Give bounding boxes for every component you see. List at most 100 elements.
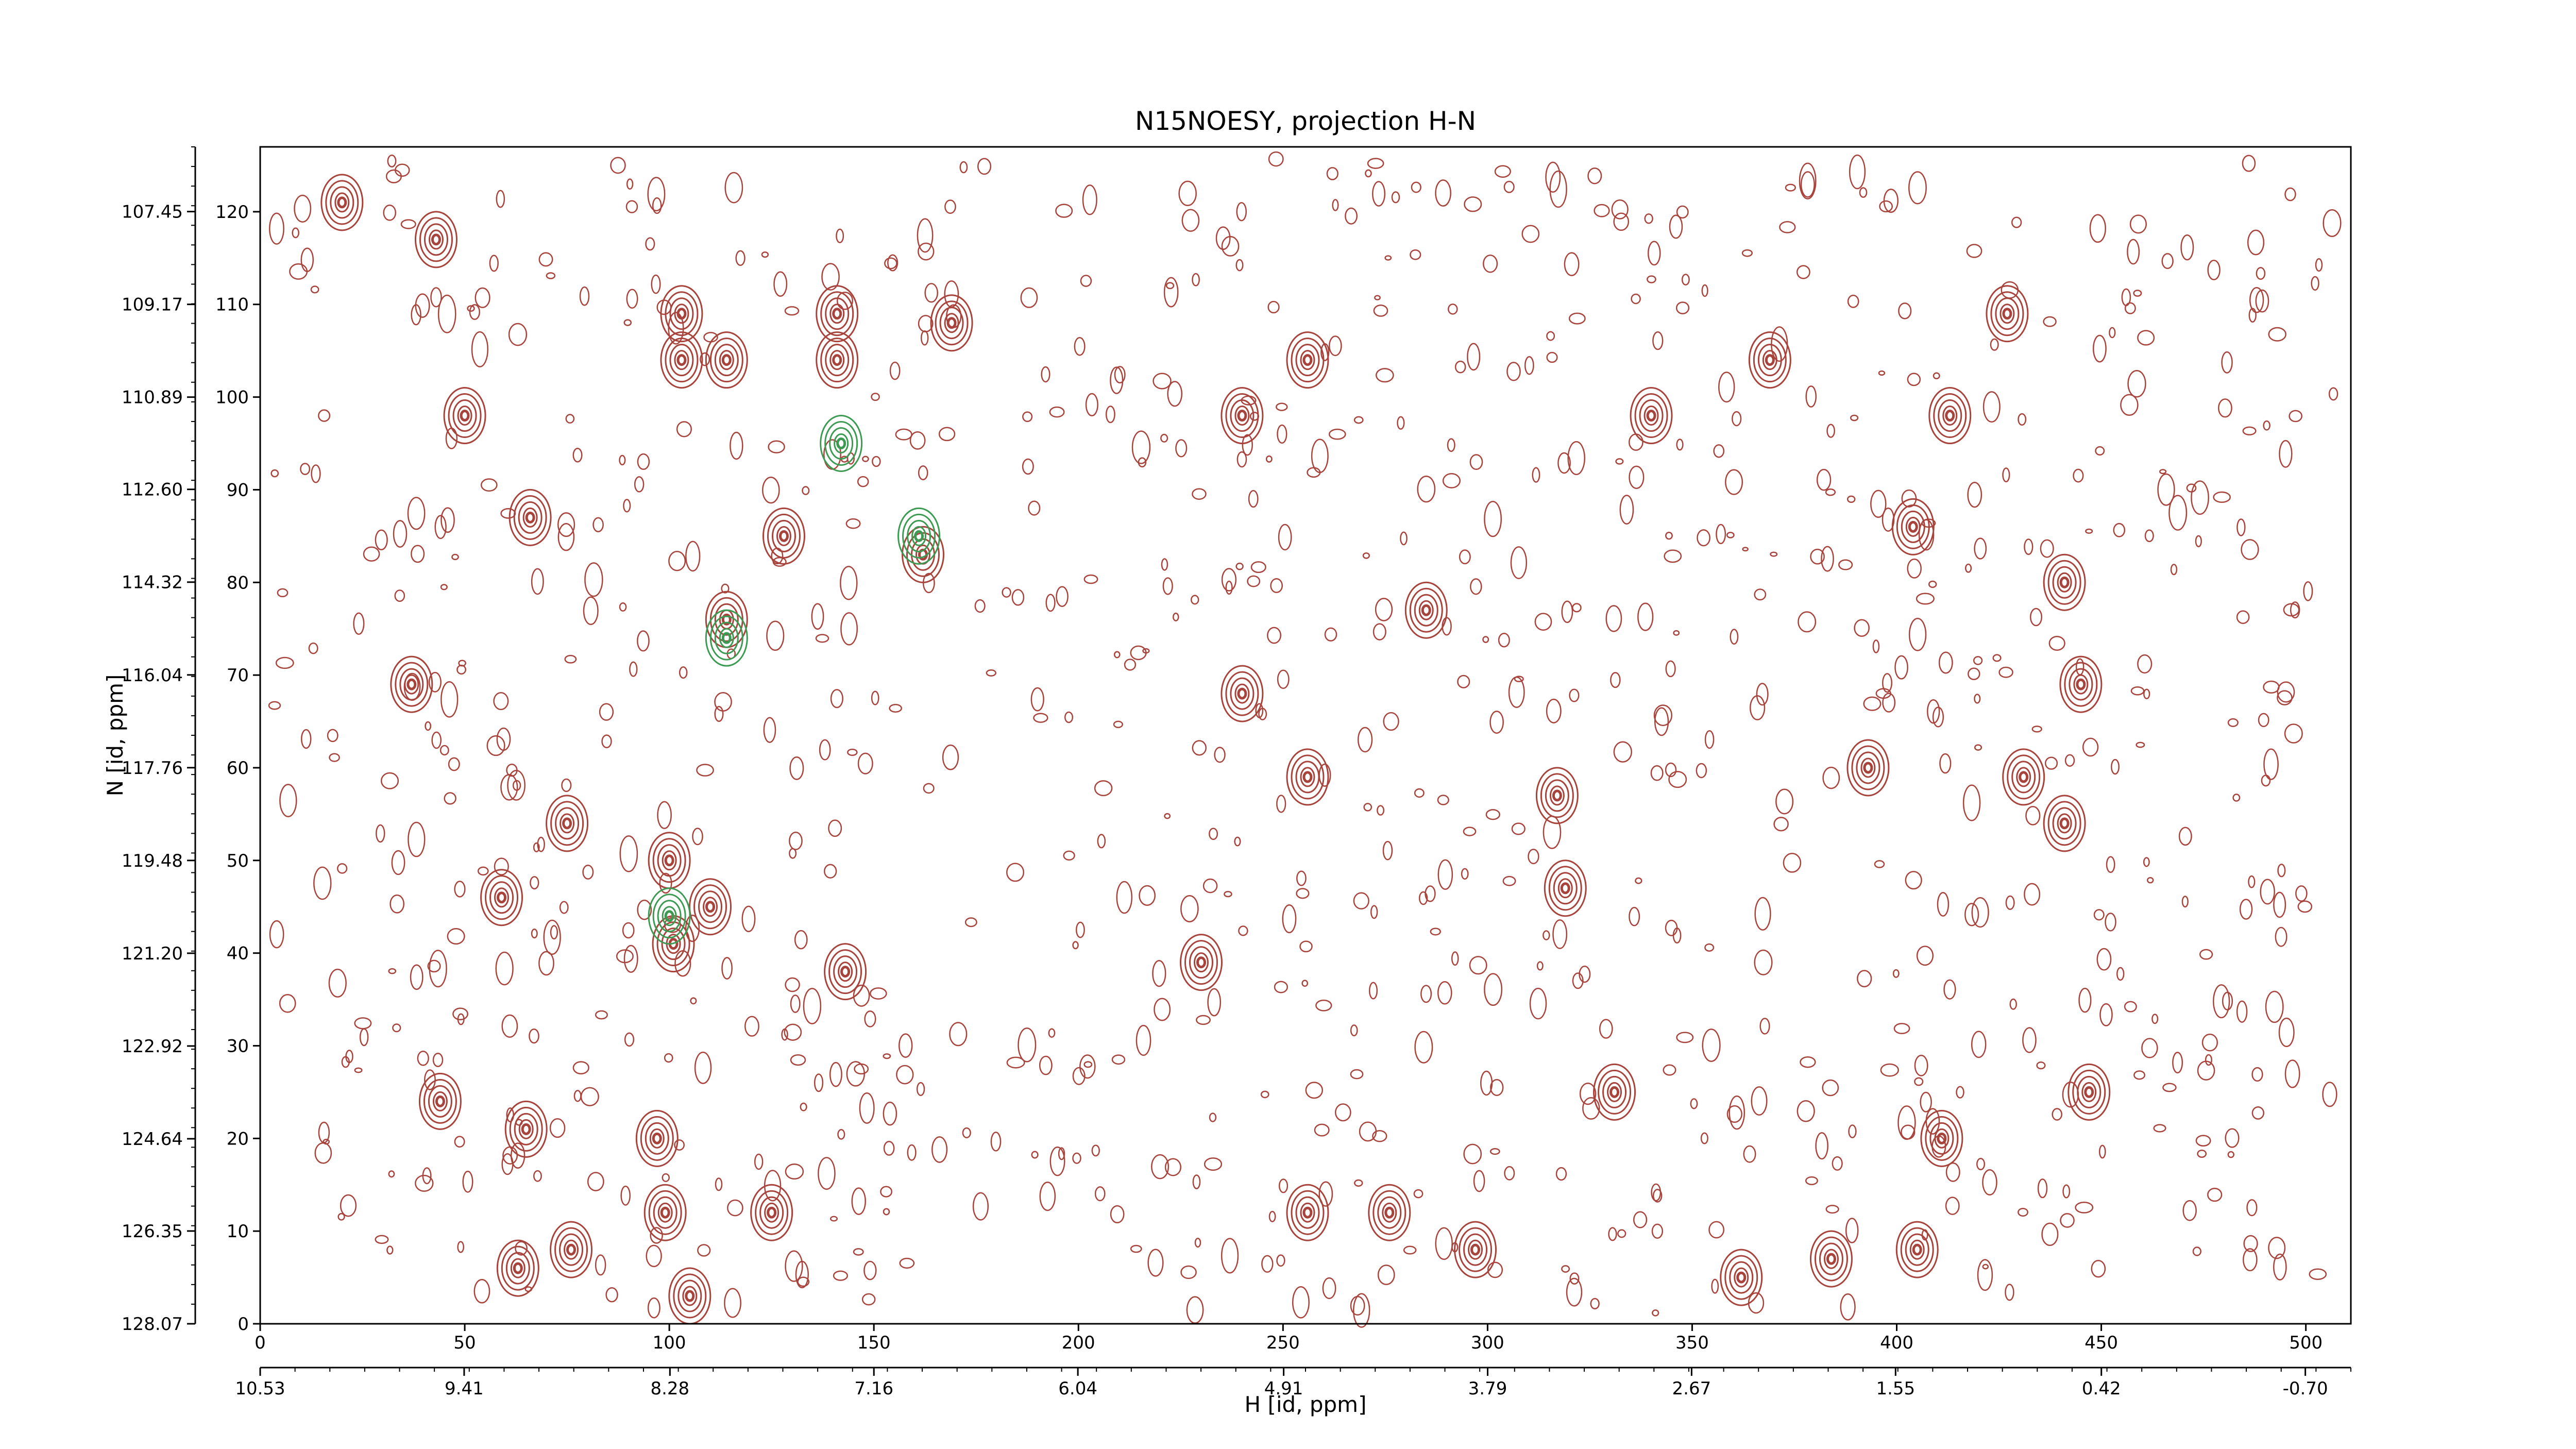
noise-contour [1484,973,1503,1006]
contour-ring [1905,1233,1929,1266]
contour-ring [1418,600,1434,620]
noise-contour [1411,181,1421,193]
contour-ring [2002,748,2045,806]
noise-contour [1725,469,1743,495]
noise-contour [2111,759,2120,775]
y-tick-label: 10 [227,1221,249,1242]
noise-contour [2191,480,2209,515]
contour-ring [665,291,699,336]
noise-contour [2248,875,2256,888]
noise-contour [1825,1205,1839,1214]
noise-contour [2093,909,2105,921]
noise-contour [1354,1179,1363,1187]
contour-ring [674,304,689,324]
contour-ring [1639,399,1664,432]
contour-ring [1724,1255,1758,1300]
noise-contour [529,1028,539,1044]
noise-contour [1463,827,1477,836]
peak [1470,1243,1481,1256]
noise-contour [2309,1268,2327,1280]
noise-contour [784,1023,802,1041]
noise-contour [715,1177,723,1191]
noise-contour [1673,630,1680,636]
noise-contour [773,271,788,297]
noise-contour [2236,1000,2248,1023]
noise-contour [474,287,490,308]
noise-contour [1270,578,1283,593]
noise-contour [270,469,279,478]
noise-contour [2249,287,2264,313]
peak [685,1290,695,1302]
noise-contour [279,784,297,817]
noise-contour [1647,241,1661,266]
noise-contour [2031,726,2042,733]
contour-ring [514,1113,538,1145]
noise-contour [2170,564,2178,576]
contour-ring [657,844,682,877]
noise-contour [1882,693,1896,713]
noise-contour [1579,965,1591,983]
noise-contour [2089,214,2106,243]
noise-contour [2120,394,2139,416]
noise-contour [1469,956,1487,975]
noise-contour [1152,959,1166,987]
noise-contour [853,984,870,1007]
noise-contour [1850,414,1859,422]
x-tick-label: 350 [1675,1333,1709,1353]
noise-contour [766,620,785,651]
noise-contour [391,850,405,875]
noise-contour [1933,372,1940,380]
noise-contour [785,1250,803,1282]
noise-contour [785,1164,804,1180]
x2-tick-label: 7.16 [854,1378,893,1399]
noise-contour [2062,1184,2071,1199]
peak [1237,410,1247,422]
peak [513,1262,523,1274]
contour-ring [1814,1236,1848,1282]
noise-contour [2130,686,2145,696]
noise-contour [1383,712,1399,731]
noise-contour [887,254,899,272]
noise-contour [1898,302,1912,319]
noise-contour [1798,611,1817,633]
noise-contour [1663,1064,1676,1076]
noise-contour [2127,239,2140,265]
noise-contour [974,599,986,613]
noise-contour [1838,559,1853,570]
noise-contour [1567,441,1586,475]
noise-contour [1647,275,1656,283]
noise-contour [2048,635,2065,651]
noise-contour [1278,524,1292,551]
peak [2076,678,2086,690]
noise-contour [2256,267,2266,280]
noise-contour [1091,1144,1100,1157]
contour-ring [1184,940,1218,985]
noise-contour [2143,857,2150,867]
noise-contour [685,541,701,572]
noise-contour [1800,171,1815,198]
noise-contour [1880,1063,1899,1077]
noise-contour [313,866,332,900]
noise-contour [1110,1205,1125,1224]
noise-contour [714,705,724,722]
noise-contour [854,1063,869,1075]
noise-contour [1730,629,1739,645]
noise-contour [1633,1211,1648,1228]
x2-tick-label: 6.04 [1058,1378,1097,1399]
noise-contour [2180,234,2194,261]
noise-contour [448,757,460,771]
noise-contour [1629,465,1645,489]
y-tick-label: 50 [227,851,249,871]
noise-contour [1296,888,1310,899]
noise-contour [2239,899,2253,920]
noise-contour [318,409,331,422]
contour-ring [1544,860,1587,917]
contour-ring [1933,393,1967,439]
noise-contour [2297,900,2313,913]
peak [1237,687,1247,700]
noise-contour [833,1270,849,1281]
contour-ring [1995,297,2020,330]
noise-contour [623,945,638,973]
noise-contour [387,154,397,167]
noise-contour [1863,696,1882,711]
